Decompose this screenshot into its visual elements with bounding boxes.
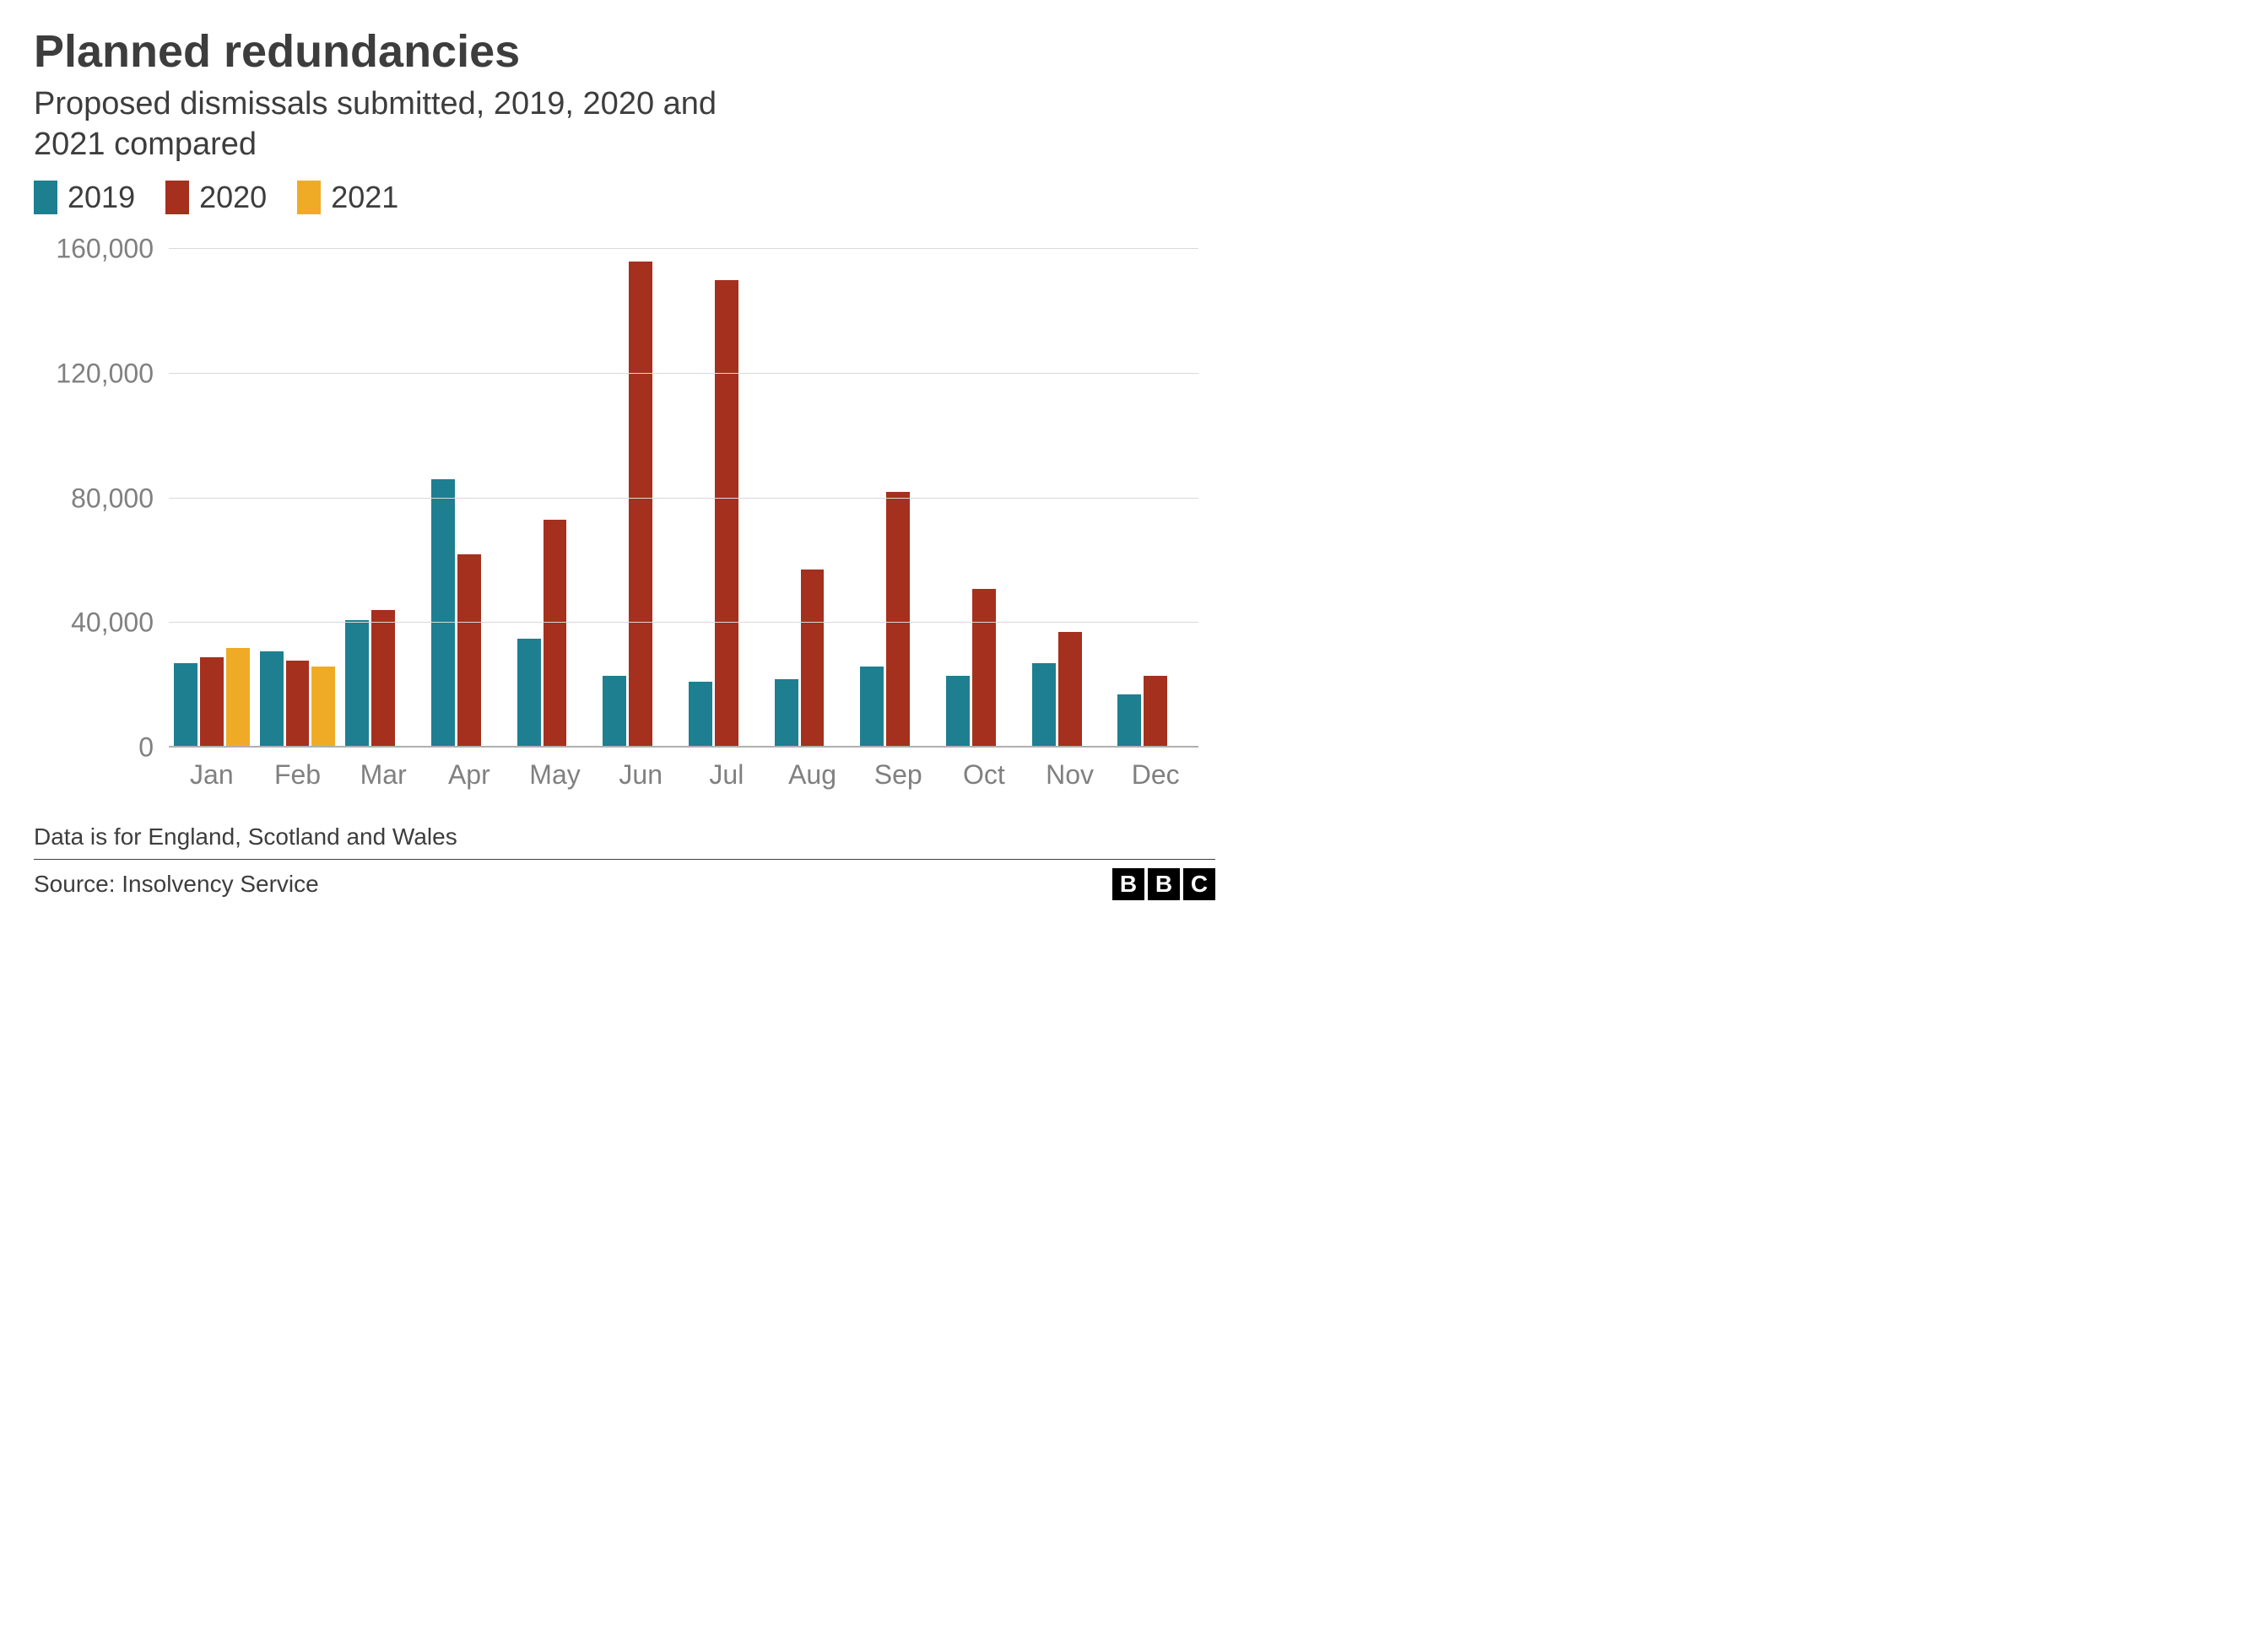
bbc-logo-block: B (1148, 868, 1180, 900)
bar (457, 554, 481, 748)
gridline (169, 498, 1198, 499)
legend: 2019 2020 2021 (34, 180, 1215, 215)
bar (286, 661, 310, 748)
bar (200, 657, 224, 748)
bar-group (941, 249, 1027, 748)
gridline (169, 248, 1198, 249)
bar-group (598, 249, 684, 748)
bar-group (770, 249, 856, 748)
y-axis-label: 40,000 (71, 607, 169, 639)
bar (972, 589, 996, 748)
x-axis-label: Nov (1027, 759, 1113, 791)
bar (431, 479, 455, 748)
bar-group (169, 249, 255, 748)
bar-group (684, 249, 770, 748)
gridline (169, 622, 1198, 623)
bar-group (340, 249, 426, 748)
gridline (169, 373, 1198, 374)
bar (517, 639, 541, 748)
bar-group (1027, 249, 1113, 748)
legend-item: 2021 (297, 180, 398, 215)
legend-swatch (165, 181, 189, 214)
legend-item: 2020 (165, 180, 267, 215)
x-axis-label: Jun (598, 759, 684, 791)
legend-item: 2019 (34, 180, 135, 215)
x-axis-baseline (169, 746, 1198, 748)
bar (886, 492, 910, 748)
chart-subtitle: Proposed dismissals submitted, 2019, 202… (34, 84, 793, 165)
y-axis-label: 120,000 (56, 358, 169, 389)
chart-title: Planned redundancies (34, 25, 1215, 78)
x-axis-labels: JanFebMarAprMayJunJulAugSepOctNovDec (169, 748, 1198, 791)
x-axis-label: Jan (169, 759, 255, 791)
bar-group (1112, 249, 1198, 748)
bar (226, 648, 250, 748)
bbc-logo-block: C (1183, 868, 1215, 900)
bar-group (426, 249, 512, 748)
bbc-logo: BBC (1112, 868, 1215, 900)
y-axis-label: 160,000 (56, 234, 169, 265)
x-axis-label: Jul (684, 759, 770, 791)
bar (371, 610, 395, 748)
bar-group (512, 249, 598, 748)
source-row: Source: Insolvency Service BBC (34, 868, 1215, 900)
bar (311, 667, 335, 748)
footnote-container: Data is for England, Scotland and Wales (34, 823, 1215, 860)
chart-area: JanFebMarAprMayJunJulAugSepOctNovDec 0 40… (34, 240, 1215, 807)
x-axis-label: Apr (426, 759, 512, 791)
bar (1032, 663, 1056, 748)
bar-group (255, 249, 341, 748)
x-axis-label: Aug (770, 759, 856, 791)
bar-group (855, 249, 941, 748)
bar (946, 676, 970, 748)
y-axis-label: 80,000 (71, 483, 169, 514)
legend-swatch (34, 181, 57, 214)
bar (544, 520, 567, 748)
x-axis-label: Dec (1112, 759, 1198, 791)
legend-label: 2021 (331, 180, 398, 215)
bar (775, 679, 798, 748)
bar (345, 620, 369, 748)
legend-label: 2020 (199, 180, 267, 215)
bar (715, 280, 738, 748)
bar (689, 682, 712, 748)
x-axis-label: May (512, 759, 598, 791)
footnote-text: Data is for England, Scotland and Wales (34, 823, 1215, 850)
legend-swatch (297, 181, 321, 214)
bar (603, 676, 626, 748)
y-axis-label: 0 (138, 732, 169, 764)
bar (860, 667, 884, 748)
legend-label: 2019 (68, 180, 135, 215)
x-axis-label: Mar (340, 759, 426, 791)
plot-area: JanFebMarAprMayJunJulAugSepOctNovDec 040… (169, 249, 1198, 748)
x-axis-label: Oct (941, 759, 1027, 791)
bar (1058, 632, 1082, 748)
bar (1117, 694, 1141, 748)
bar (629, 262, 652, 748)
bar (801, 570, 825, 748)
source-text: Source: Insolvency Service (34, 871, 319, 898)
bar (1144, 676, 1167, 748)
bar (260, 651, 284, 748)
x-axis-label: Sep (855, 759, 941, 791)
bbc-logo-block: B (1112, 868, 1144, 900)
x-axis-label: Feb (255, 759, 341, 791)
bar (174, 663, 197, 748)
bar-groups (169, 249, 1198, 748)
